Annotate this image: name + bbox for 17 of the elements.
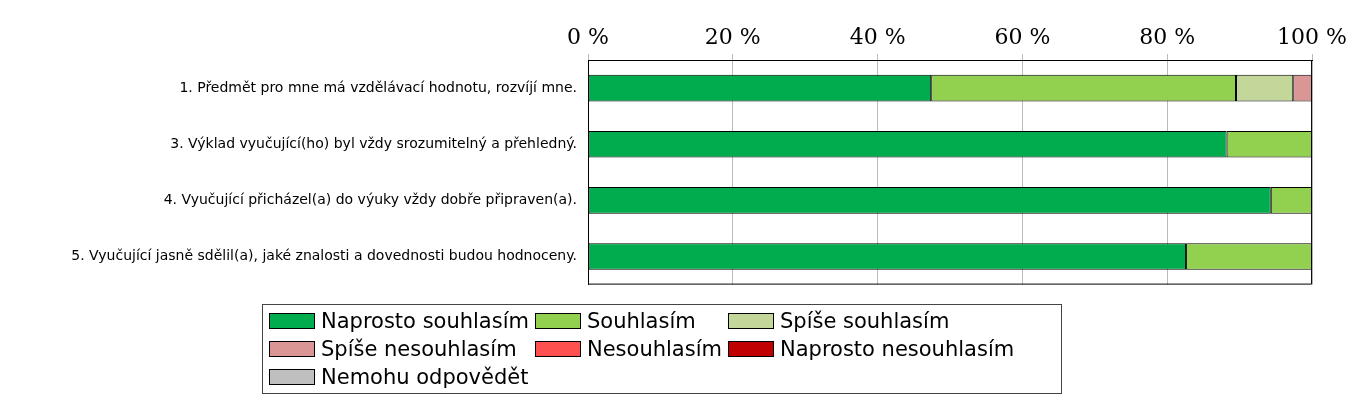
x-tick-label: 80 %: [1139, 23, 1196, 49]
y-tick-label: 5. Vyučující jasně sdělil(a), jaké znalosti a dovednosti budou hodnoceny.: [71, 247, 577, 264]
legend-label: Nemohu odpovědět: [321, 365, 529, 389]
y-tick-label: 3. Výklad vyučující(ho) byl vždy srozumitelný a přehledný.: [170, 134, 577, 151]
x-tick-label: 40 %: [849, 23, 906, 49]
legend-label: Souhlasím: [586, 309, 696, 333]
y-tick-label: 1. Předmět pro mne má vzdělávací hodnotu, rozvíjí mne.: [179, 78, 577, 95]
x-tick-label: 100 %: [1277, 23, 1347, 49]
x-tick-label: 0 %: [567, 23, 609, 49]
legend-label: Spíše nesouhlasím: [321, 337, 517, 361]
y-tick-label: 4. Vyučující přicházel(a) do výuky vždy dobře připraven(a).: [163, 191, 577, 208]
legend-label: Nesouhlasím: [586, 337, 722, 361]
legend-label: Spíše souhlasím: [779, 309, 950, 333]
legend-label: Naprosto nesouhlasím: [779, 337, 1015, 361]
x-tick-label: 20 %: [704, 23, 761, 49]
legend-label: Naprosto souhlasím: [321, 309, 529, 333]
x-tick-label: 60 %: [994, 23, 1051, 49]
